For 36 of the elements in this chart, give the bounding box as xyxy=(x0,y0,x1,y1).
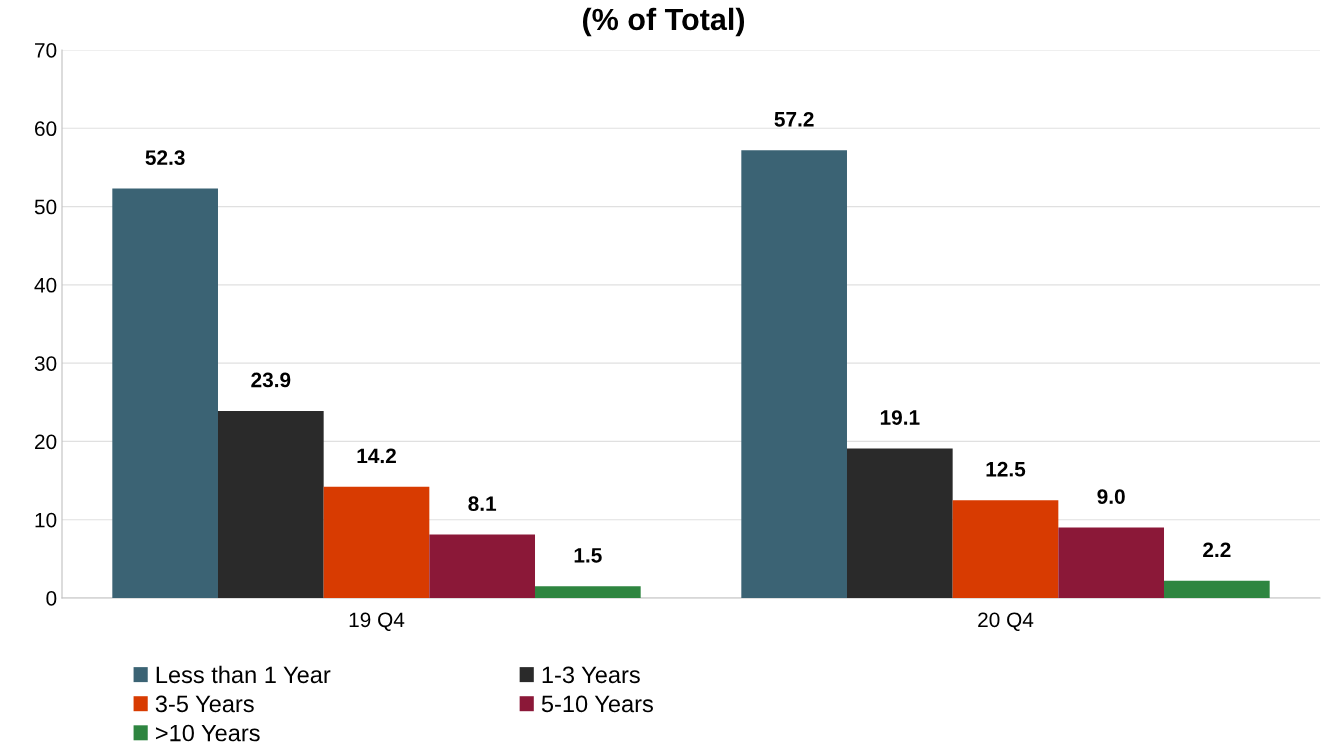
bar xyxy=(846,448,953,598)
legend-label: >10 Years xyxy=(155,724,260,742)
bar xyxy=(112,188,218,598)
legend-label: 3-5 Years xyxy=(155,695,254,713)
bar xyxy=(217,410,324,598)
y-tick-label: 50 xyxy=(34,199,57,215)
bar xyxy=(323,486,430,598)
chart-title: (% of Total) xyxy=(582,7,745,37)
y-tick-label: 10 xyxy=(35,512,57,528)
data-label: 1.5 xyxy=(574,548,602,563)
y-tick-label: 60 xyxy=(35,121,57,137)
data-label: 8.1 xyxy=(468,496,497,512)
bar xyxy=(535,586,641,598)
y-tick-label: 70 xyxy=(35,43,57,58)
bar xyxy=(429,534,536,598)
legend-label: 1-3 Years xyxy=(542,666,640,684)
y-tick-label: 20 xyxy=(35,434,57,450)
x-tick-label: 19 Q4 xyxy=(349,612,405,631)
data-label: 23.9 xyxy=(251,372,291,388)
data-label: 12.5 xyxy=(986,461,1026,477)
data-label: 9.0 xyxy=(1097,489,1125,504)
bar xyxy=(1164,580,1270,598)
data-label: 2.2 xyxy=(1203,542,1231,558)
legend-label: 5-10 Years xyxy=(541,695,653,713)
y-tick-label: 0 xyxy=(46,591,57,606)
data-label: 14.2 xyxy=(357,448,396,464)
data-label: 19.1 xyxy=(880,410,920,425)
data-label: 52.3 xyxy=(145,150,185,166)
x-tick-label: 20 Q4 xyxy=(978,612,1034,631)
data-label: 57.2 xyxy=(774,111,814,127)
bar xyxy=(741,150,847,598)
bar xyxy=(952,500,1059,598)
legend-label: Less than 1 Year xyxy=(156,665,331,684)
bar xyxy=(1058,527,1165,598)
y-tick-label: 40 xyxy=(34,277,57,293)
y-tick-label: 30 xyxy=(34,356,57,371)
